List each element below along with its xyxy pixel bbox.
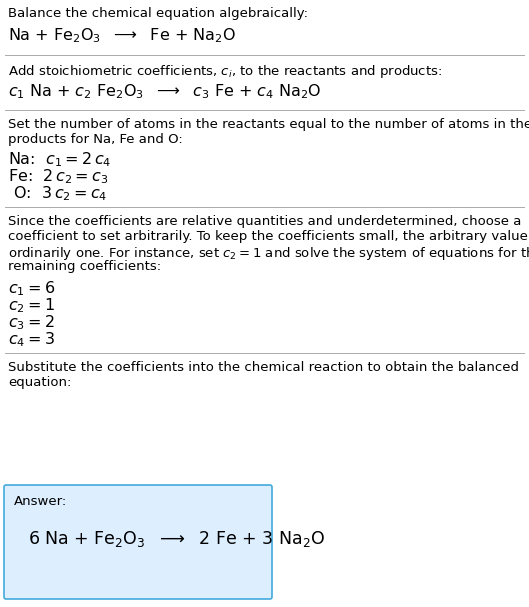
Text: Substitute the coefficients into the chemical reaction to obtain the balanced: Substitute the coefficients into the che…: [8, 361, 519, 374]
Text: remaining coefficients:: remaining coefficients:: [8, 260, 161, 273]
Text: Answer:: Answer:: [14, 495, 67, 508]
Text: Since the coefficients are relative quantities and underdetermined, choose a: Since the coefficients are relative quan…: [8, 215, 522, 228]
Text: Na:  $c_1 = 2\,c_4$: Na: $c_1 = 2\,c_4$: [8, 150, 112, 169]
Text: Na + Fe$_2$O$_3$  $\longrightarrow$  Fe + Na$_2$O: Na + Fe$_2$O$_3$ $\longrightarrow$ Fe + …: [8, 26, 236, 45]
FancyBboxPatch shape: [4, 485, 272, 599]
Text: ordinarily one. For instance, set $c_2 = 1$ and solve the system of equations fo: ordinarily one. For instance, set $c_2 =…: [8, 245, 529, 262]
Text: $c_4 = 3$: $c_4 = 3$: [8, 330, 55, 348]
Text: 6 Na + Fe$_2$O$_3$  $\longrightarrow$  2 Fe + 3 Na$_2$O: 6 Na + Fe$_2$O$_3$ $\longrightarrow$ 2 F…: [28, 529, 325, 549]
Text: products for Na, Fe and O:: products for Na, Fe and O:: [8, 133, 183, 146]
Text: $c_1 = 6$: $c_1 = 6$: [8, 279, 55, 297]
Text: $c_2 = 1$: $c_2 = 1$: [8, 296, 55, 314]
Text: $c_3 = 2$: $c_3 = 2$: [8, 313, 54, 331]
Text: Set the number of atoms in the reactants equal to the number of atoms in the: Set the number of atoms in the reactants…: [8, 118, 529, 131]
Text: Balance the chemical equation algebraically:: Balance the chemical equation algebraica…: [8, 7, 308, 20]
Text: $c_1$ Na + $c_2$ Fe$_2$O$_3$  $\longrightarrow$  $c_3$ Fe + $c_4$ Na$_2$O: $c_1$ Na + $c_2$ Fe$_2$O$_3$ $\longright…: [8, 82, 322, 101]
Text: Add stoichiometric coefficients, $c_i$, to the reactants and products:: Add stoichiometric coefficients, $c_i$, …: [8, 63, 442, 80]
Text: coefficient to set arbitrarily. To keep the coefficients small, the arbitrary va: coefficient to set arbitrarily. To keep …: [8, 230, 529, 243]
Text: O:  $3\,c_2 = c_4$: O: $3\,c_2 = c_4$: [8, 184, 107, 203]
Text: equation:: equation:: [8, 376, 71, 389]
Text: Fe:  $2\,c_2 = c_3$: Fe: $2\,c_2 = c_3$: [8, 167, 108, 186]
